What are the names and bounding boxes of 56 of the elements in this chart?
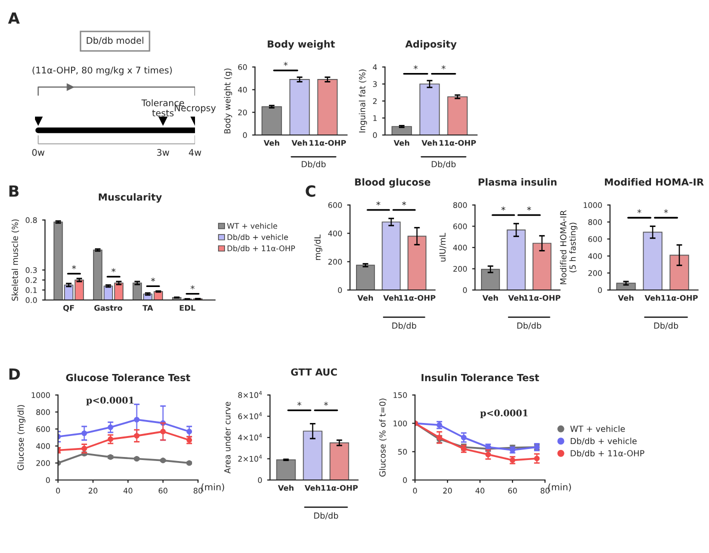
annotation: * [151,278,156,282]
annotation: * [501,206,506,211]
text: D [9,368,20,380]
x-axis-title: Db/db [302,160,326,168]
chart-title: Glucose Tolerance Test [66,374,190,382]
annotation: * [297,402,302,406]
x-axis-title: (min) [548,483,571,492]
y-axis-title: Area under curve [224,402,231,474]
annotation: * [637,209,642,214]
chart-title: Body weight [268,40,335,50]
annotation: * [376,201,380,206]
annotation: * [414,65,418,70]
x-axis-title: Db/db [392,322,416,330]
annotation: p<0.0001 [480,410,528,418]
text: Necropsy [174,104,216,114]
text: 3w [157,149,170,156]
x-axis-title: Db/db [517,322,542,330]
x-axis-title: (min) [202,483,224,492]
text: Db/db model [86,36,144,45]
annotation: * [527,206,532,211]
annotation: * [112,268,116,272]
text: 0w [32,149,44,156]
y-axis-title: Glucose (% of t=0) [379,398,387,477]
x-axis-title: Db/db [314,512,338,520]
chart-title: Insulin Tolerance Test [422,374,540,382]
chart-title: Blood glucose [355,178,430,188]
text: 4w [188,149,202,156]
chart-title: GTT AUC [291,368,337,376]
text: A [8,12,20,24]
legend-label: Db/db + vehicle [570,438,637,445]
annotation: * [442,65,446,70]
y-axis-title: uIU/mL [439,232,446,262]
chart-title: Modified HOMA-IR [604,178,704,186]
x-axis-title: Db/db [432,160,456,168]
text: B [9,185,19,197]
text: * [284,62,288,66]
text: (11α-OHP, 80 mg/kg x 7 times) [32,66,172,76]
y-axis-title: Body weight (g) [224,68,232,134]
chart-title: Plasma insulin [478,178,556,186]
y-axis-title: Inguinal fat (%) [358,70,367,132]
annotation: p<0.0001 [86,396,134,406]
y-axis-title: Skeletal muscle (%) [12,219,20,301]
annotation: * [190,285,195,290]
text: C [306,185,316,197]
annotation: * [664,209,668,214]
x-axis-title: Db/db [654,322,678,330]
annotation: * [402,201,406,206]
annotation: * [72,265,76,270]
legend-label: Db/db + 11α-OHP [570,450,644,458]
y-axis-title: mg/dL [314,234,322,260]
y-axis-title: Glucose (mg/dl) [17,405,26,470]
y-axis-title: Modified HOMA-IR (5 h fasting) [560,210,578,284]
annotation: * [324,402,328,406]
chart-title: Adiposity [405,40,457,50]
chart-title: Muscularity [98,193,162,203]
legend-label: WT + vehicle [570,425,625,432]
